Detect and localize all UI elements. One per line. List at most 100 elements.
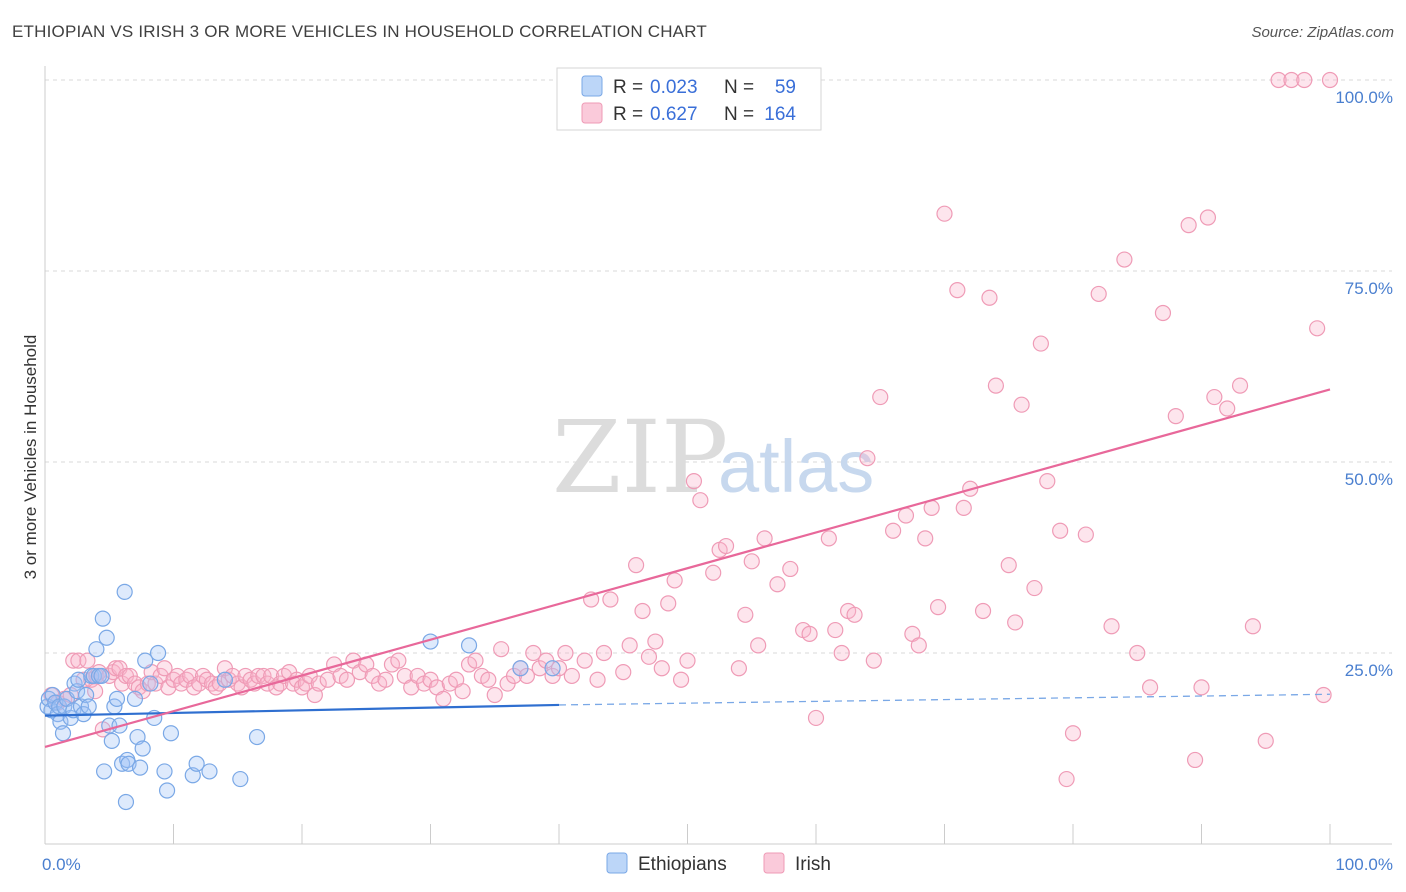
ethiopians-trend-extension	[558, 693, 1331, 706]
irish-point	[846, 606, 863, 623]
bottom-legend: Ethiopians Irish	[606, 852, 831, 875]
irish-point	[1231, 377, 1249, 394]
irish-point	[801, 625, 818, 643]
irish-point	[1032, 335, 1049, 352]
irish-point	[929, 599, 947, 616]
irish-point	[1309, 320, 1326, 337]
ethiopians-point	[188, 755, 205, 772]
irish-point	[685, 473, 703, 490]
ethiopians-point	[98, 629, 115, 646]
irish-point	[156, 660, 173, 677]
irish-point	[820, 530, 837, 547]
irish-point	[576, 652, 593, 669]
watermark-atlas: atlas	[718, 425, 874, 508]
ethiopians-point	[88, 641, 105, 658]
irish-point	[705, 564, 722, 581]
irish-point	[1064, 725, 1082, 742]
ethiopians-points	[39, 583, 561, 811]
ethiopians-point	[162, 725, 180, 742]
y-axis-title: 3 or more Vehicles in Household	[21, 335, 40, 580]
irish-point	[70, 652, 87, 669]
irish-point	[1167, 408, 1184, 425]
ethiopians-point	[134, 740, 151, 757]
watermark: ZIP atlas	[552, 399, 874, 516]
ethiopians-point	[103, 732, 120, 749]
ethiopians-point	[460, 637, 478, 654]
irish-point	[884, 522, 902, 539]
irish-point	[621, 637, 638, 654]
irish-point	[1039, 473, 1056, 490]
irish-point	[65, 652, 82, 669]
irish-point	[1000, 557, 1017, 574]
legend-swatch-ethiopians	[581, 75, 603, 97]
irish-point	[782, 560, 799, 578]
ethiopians-point	[94, 610, 111, 627]
ethiopians-point	[156, 763, 173, 780]
irish-point	[338, 671, 356, 688]
irish-point	[1154, 304, 1172, 322]
ethiopians-point	[158, 782, 176, 799]
irish-point	[1206, 388, 1223, 406]
irish-point	[769, 576, 786, 593]
y-tick-label: 50.0%	[1345, 470, 1393, 489]
irish-point	[169, 667, 186, 685]
irish-point	[1199, 209, 1217, 226]
irish-point	[595, 644, 613, 662]
irish-point	[1283, 71, 1300, 89]
irish-point	[917, 530, 934, 547]
irish-point	[1007, 614, 1024, 631]
y-tick-labels: 25.0% 50.0% 75.0% 100.0%	[1335, 88, 1393, 680]
irish-point	[955, 499, 972, 516]
irish-point	[936, 205, 953, 222]
y-tick-label: 25.0%	[1345, 661, 1393, 680]
irish-point	[756, 530, 773, 547]
irish-point	[615, 663, 632, 681]
legend-box: R = 0.023 N = 59 R = 0.627 N = 164	[556, 67, 822, 131]
irish-point	[1116, 251, 1133, 268]
irish-point	[435, 690, 452, 707]
irish-point	[653, 660, 670, 677]
ethiopians-trend-line	[44, 703, 560, 717]
irish-point	[1219, 400, 1236, 417]
ethiopians-point	[116, 583, 133, 600]
irish-point	[563, 667, 580, 685]
irish-point	[627, 557, 645, 574]
bottom-legend-label-irish: Irish	[795, 854, 831, 875]
irish-point	[1321, 71, 1339, 89]
ethiopians-point	[96, 763, 113, 780]
ethiopians-point	[512, 660, 529, 677]
ethiopians-point	[108, 690, 126, 707]
irish-point	[859, 450, 876, 467]
irish-point	[672, 671, 690, 688]
irish-point	[910, 637, 927, 654]
irish-point	[486, 686, 503, 704]
irish-point	[297, 675, 314, 692]
irish-point	[865, 652, 882, 669]
irish-point	[974, 602, 992, 620]
irish-point	[827, 621, 844, 639]
irish-point	[807, 709, 825, 727]
irish-point	[679, 652, 696, 669]
irish-point	[1090, 285, 1107, 303]
x-tick-label: 0.0%	[42, 855, 81, 874]
irish-point	[1257, 732, 1274, 749]
legend-swatch-irish	[581, 102, 603, 124]
irish-point	[1186, 751, 1204, 769]
irish-point	[1193, 679, 1210, 696]
watermark-zip: ZIP	[552, 399, 728, 516]
irish-point	[750, 637, 767, 654]
legend-r-value: 0.627	[650, 104, 698, 125]
bottom-legend-swatch-irish	[763, 852, 785, 874]
legend-n-value: 59	[775, 77, 796, 98]
ethiopians-point	[131, 759, 149, 776]
irish-point	[1058, 770, 1075, 788]
x-tick-label: 100.0%	[1335, 855, 1393, 874]
irish-point	[640, 648, 658, 665]
irish-point	[1129, 644, 1146, 662]
ethiopians-point	[126, 690, 144, 707]
irish-point	[1103, 618, 1120, 635]
ethiopians-point	[117, 793, 135, 811]
irish-point	[692, 492, 709, 509]
irish-point	[981, 289, 998, 306]
